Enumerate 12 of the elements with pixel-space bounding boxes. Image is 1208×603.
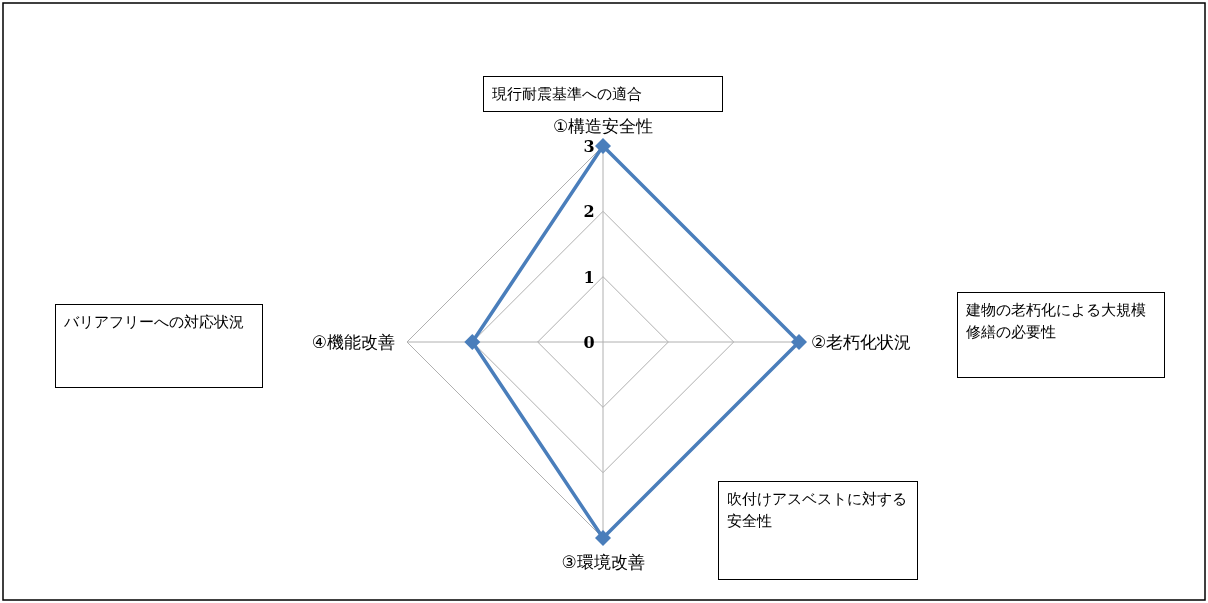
text: 現行耐震基準への適合 <box>483 76 723 112</box>
spoke-label: ②老朽化状況 <box>811 332 912 352</box>
spoke-label: ④機能改善 <box>311 332 395 352</box>
spoke-label: ①構造安全性 <box>552 116 654 136</box>
y-tick-label: 1 <box>583 267 595 287</box>
spoke-label: ③環境改善 <box>561 552 645 572</box>
text: 吹付けアスベストに対する安全性 <box>718 481 918 580</box>
text: 建物の老朽化による大規模修繕の必要性 <box>957 292 1165 378</box>
y-tick-label: 2 <box>583 202 595 222</box>
y-tick-label: 0 <box>583 333 595 352</box>
text: バリアフリーへの対応状況 <box>55 304 263 388</box>
y-tick-label: 3 <box>583 137 595 156</box>
